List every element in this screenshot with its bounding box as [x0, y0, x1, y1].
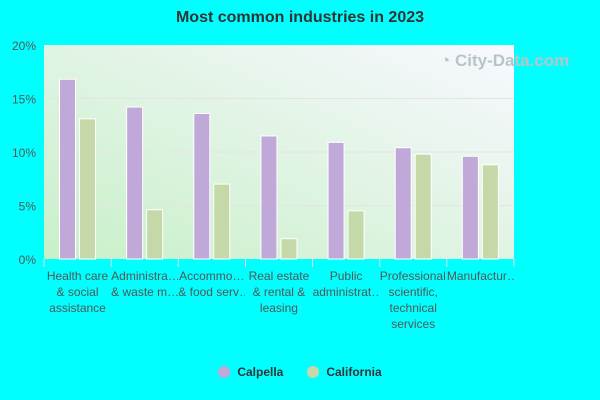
- watermark: ◔ City-Data.com: [440, 51, 569, 70]
- x-category-label: Health care & social assistance: [46, 269, 109, 315]
- chart-title: Most common industries in 2023: [175, 9, 425, 26]
- bar-california: [79, 118, 96, 260]
- bar-california: [146, 209, 164, 260]
- bar-calpella: [193, 112, 211, 260]
- y-tick-label: 15%: [12, 93, 36, 107]
- legend-swatch: [307, 366, 320, 378]
- bar-calpella: [327, 141, 345, 260]
- bar-california: [481, 164, 499, 260]
- bar-calpella: [394, 147, 412, 260]
- x-category-label: Accommo… & food serv…: [178, 269, 246, 299]
- legend-item: Calpella: [218, 365, 283, 379]
- legend-swatch: [218, 366, 231, 378]
- bar-california: [347, 210, 365, 260]
- bar-calpella: [260, 135, 278, 260]
- y-tick-label: 20%: [12, 39, 36, 53]
- x-category-label: Professional, scientific, technical service…: [379, 269, 447, 331]
- bar-calpella: [461, 155, 479, 260]
- bar-california: [280, 238, 298, 260]
- y-tick-label: 0%: [19, 253, 37, 267]
- x-category-label: Administra… & waste m…: [111, 269, 179, 299]
- bar-calpella: [59, 78, 76, 260]
- x-category-label: Manufactur…: [446, 269, 514, 283]
- legend-label: Calpella: [237, 365, 284, 379]
- bar-calpella: [126, 106, 144, 260]
- y-tick-label: 5%: [19, 200, 37, 214]
- bar-california: [213, 183, 231, 260]
- x-category-label: Public administrat…: [312, 269, 380, 299]
- x-category-label: Real estate & rental & leasing: [248, 269, 310, 315]
- y-tick-label: 10%: [12, 146, 36, 160]
- legend: Calpella California: [0, 365, 600, 381]
- legend-item: California: [307, 365, 382, 379]
- legend-label: California: [326, 365, 382, 379]
- bar-california: [414, 153, 432, 260]
